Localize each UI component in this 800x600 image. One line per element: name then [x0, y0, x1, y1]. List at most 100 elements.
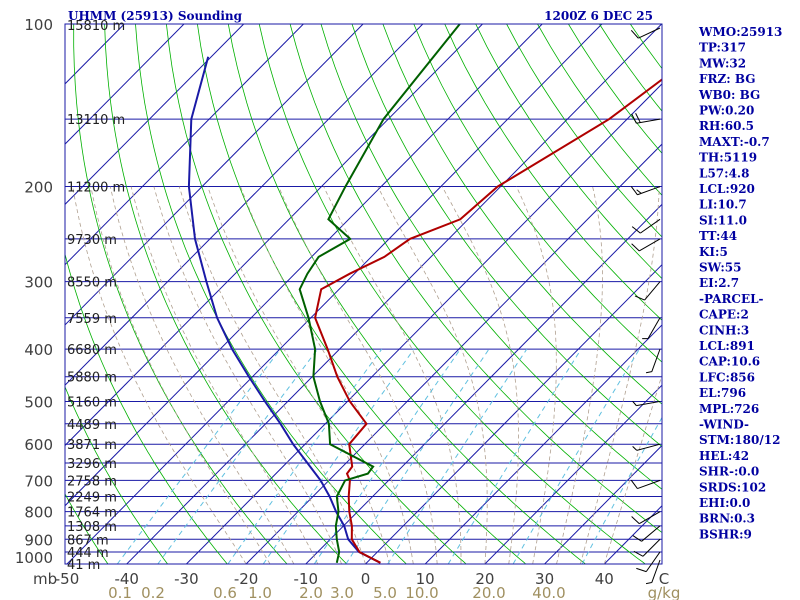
height-labels: 15810 m 13110 m 11200 m 9730 m 8550 m 7559 m 6…: [67, 19, 125, 573]
index-line: EL:796: [699, 386, 746, 400]
height-label: 7559 m: [67, 312, 117, 327]
wind-barb-staff: [636, 400, 661, 407]
wind-barb: [631, 511, 661, 525]
mixing-ratio-line: [227, 348, 383, 564]
height-label: 1308 m: [67, 520, 117, 535]
wind-barb-flag: [645, 371, 652, 374]
wind-barb-flag: [636, 567, 647, 573]
index-line: WMO:25913: [698, 25, 782, 39]
wind-barb: [632, 525, 661, 542]
isotherm-line: [365, 263, 662, 564]
sounding-curves: [187, 24, 662, 564]
mixing-ratio-label: 20.0: [472, 584, 505, 600]
series-parcel-line: [187, 56, 381, 564]
moist-adiabat: [153, 186, 342, 564]
isotherm-line: [65, 24, 185, 145]
height-label: 9730 m: [67, 233, 117, 248]
temperature-tick-label: C: [659, 570, 669, 588]
wind-barb-flag: [632, 535, 642, 542]
mixing-ratio-line: [345, 348, 490, 564]
height-label: 41 m: [67, 558, 100, 573]
mixing-ratio-label: 0.1: [108, 584, 132, 600]
dry-adiabat: [475, 24, 662, 280]
mixing-ratio-line: [387, 348, 528, 564]
pressure-tick-label: 300: [24, 274, 53, 292]
wind-barb-flag: [631, 226, 641, 234]
pressure-tick-label: 500: [24, 393, 53, 411]
moist-adiabat: [207, 186, 390, 564]
wind-barb: [630, 27, 661, 39]
wind-barb-flag: [635, 113, 641, 123]
wind-barb-staff: [647, 317, 661, 339]
wind-barb-flag: [630, 30, 639, 39]
wind-barb-staff: [636, 443, 661, 451]
index-line: TP:317: [699, 41, 746, 55]
dry-adiabat: [65, 385, 168, 564]
pressure-tick-label: 700: [24, 472, 53, 490]
height-label: 3871 m: [67, 438, 117, 453]
pressure-tick-label: 900: [24, 531, 53, 549]
wind-barb-flag: [631, 113, 637, 124]
dry-adiabat: [382, 24, 662, 405]
moist-adiabat: [72, 186, 247, 564]
index-line: MAXT:-0.7: [699, 135, 770, 149]
index-line: BSHR:9: [699, 527, 752, 541]
wind-barb-staff: [638, 27, 661, 39]
pressure-tick-label: 1000: [15, 549, 53, 567]
height-label: 4489 m: [67, 418, 117, 433]
wind-barb-flag: [632, 446, 638, 451]
mixing-ratio-label: 1.0: [248, 584, 272, 600]
index-line: SHR-:0.0: [699, 465, 759, 479]
index-line: SRDS:102: [699, 480, 766, 494]
index-line: -PARCEL-: [699, 292, 764, 306]
dry-adiabat: [258, 24, 646, 564]
wind-barb: [632, 443, 661, 451]
height-label: 2249 m: [67, 491, 117, 506]
mixing-ratio-line: [157, 348, 319, 564]
wind-barb-staff: [637, 479, 661, 490]
index-line: LCL:891: [699, 339, 755, 353]
pressure-tick-label: 400: [24, 341, 53, 359]
index-line: -WIND-: [699, 418, 749, 432]
moist-adiabat: [441, 186, 519, 564]
wind-barb-staff: [638, 238, 661, 252]
wind-barb-staff: [641, 525, 661, 542]
dry-adiabat: [351, 24, 662, 448]
wind-barb-staff: [651, 559, 661, 583]
mixing-ratio-label: 3.0: [330, 584, 354, 600]
wind-barb-flag: [634, 295, 645, 301]
index-line: MW:32: [699, 56, 746, 70]
index-line: WB0: BG: [698, 88, 760, 102]
pressure-tick-label: 200: [24, 179, 53, 197]
mixing-ratio-line: [581, 416, 662, 564]
wind-barb: [633, 538, 661, 557]
dry-adiabat: [65, 493, 109, 564]
wind-barb: [645, 559, 661, 585]
temperature-tick-label: 40: [595, 570, 614, 588]
isotherm-line: [484, 384, 662, 564]
moist-adiabat: [130, 186, 319, 564]
wind-barb: [632, 400, 661, 407]
mixing-ratio-line: [313, 348, 461, 564]
wind-barb-flag: [645, 582, 652, 585]
dry-adiabat: [320, 24, 662, 490]
pressure-tick-label: 100: [24, 16, 53, 34]
isotherm-line: [544, 444, 662, 564]
index-line: PW:0.20: [699, 104, 754, 118]
wind-barb-staff: [645, 551, 661, 572]
index-line: LFC:856: [699, 370, 755, 384]
mixing-ratio-label: 0.2: [141, 584, 165, 600]
moist-adiabat: [278, 186, 438, 564]
plot-frame: [64, 23, 663, 565]
height-label: 2758 m: [67, 474, 117, 489]
dry-adiabat: [65, 252, 228, 564]
station-title: UHMM (25913) Sounding: [68, 9, 243, 23]
moist-adiabat: [323, 186, 462, 564]
wind-barb-flag: [631, 516, 640, 525]
height-label: 1764 m: [67, 506, 117, 521]
index-line: KI:5: [699, 245, 728, 259]
index-line: EHI:0.0: [699, 496, 750, 510]
pressure-unit-label: mb: [33, 570, 57, 588]
wind-barb-staff: [642, 538, 661, 557]
